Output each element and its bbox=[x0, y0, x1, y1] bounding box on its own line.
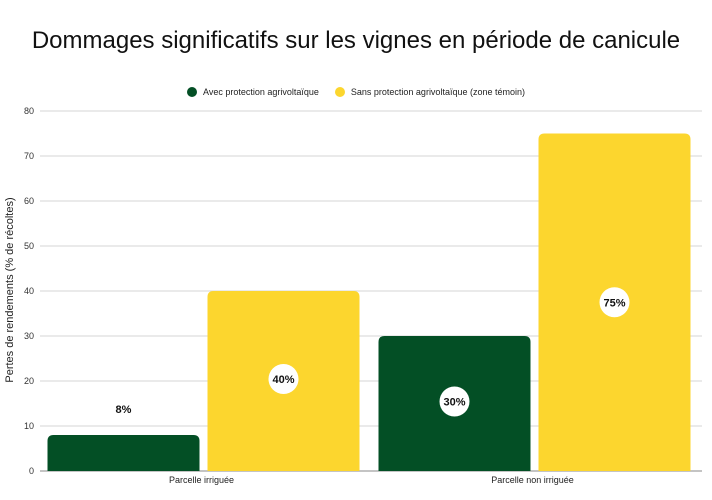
data-label-bubble bbox=[439, 386, 470, 417]
y-tick-label: 30 bbox=[24, 331, 34, 341]
legend-item-without-protection: Sans protection agrivoltaïque (zone témo… bbox=[334, 87, 525, 97]
data-label-bubble bbox=[268, 364, 299, 394]
y-tick-label: 60 bbox=[24, 196, 34, 206]
chart-title: Dommages significatifs sur les vignes en… bbox=[31, 27, 681, 54]
y-tick-label: 50 bbox=[24, 241, 34, 251]
data-label-bubble bbox=[108, 394, 139, 424]
data-label: 75% bbox=[603, 297, 625, 309]
legend-swatch-with-protection bbox=[186, 87, 197, 97]
y-tick-label: 0 bbox=[29, 466, 34, 476]
y-tick-label: 40 bbox=[24, 286, 34, 296]
y-tick-label: 10 bbox=[24, 421, 34, 431]
legend-label-with-protection: Avec protection agrivoltaïque bbox=[202, 87, 319, 97]
y-tick-label: 80 bbox=[24, 106, 34, 116]
legend-swatch-without-protection bbox=[334, 87, 345, 97]
data-label: 8% bbox=[116, 404, 132, 416]
x-tick-label: Parcelle irriguée bbox=[169, 475, 234, 485]
data-label: 40% bbox=[272, 374, 294, 386]
x-tick-label: Parcelle non irriguée bbox=[491, 475, 574, 485]
y-tick-label: 70 bbox=[24, 151, 34, 161]
data-label-bubble bbox=[599, 287, 630, 318]
data-label: 30% bbox=[443, 397, 465, 409]
legend-item-with-protection: Avec protection agrivoltaïque bbox=[186, 87, 319, 97]
legend-label-without-protection: Sans protection agrivoltaïque (zone témo… bbox=[350, 87, 525, 97]
y-tick-label: 20 bbox=[24, 376, 34, 386]
legend: Avec protection agrivoltaïque Sans prote… bbox=[0, 87, 712, 97]
bar bbox=[47, 435, 200, 471]
